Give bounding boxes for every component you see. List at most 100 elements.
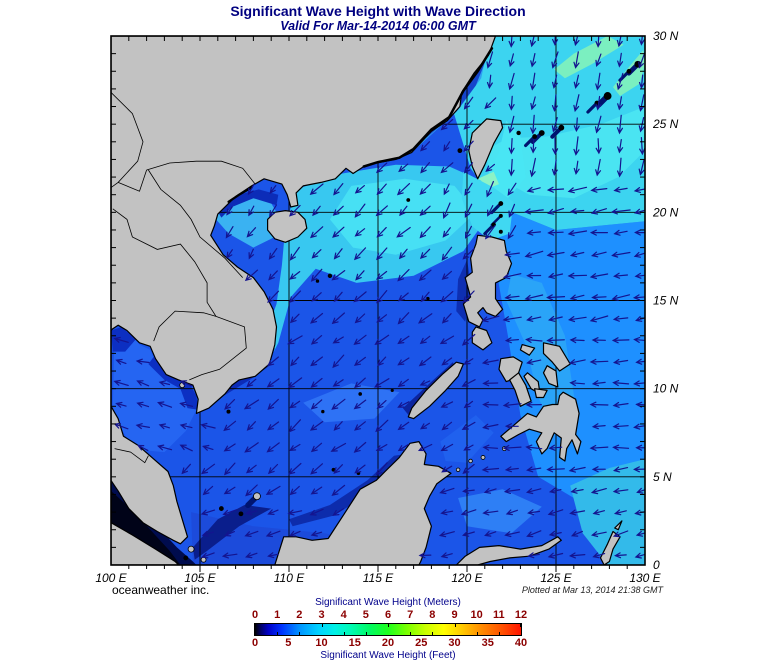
wave-arrow xyxy=(632,294,645,301)
wave-arrow xyxy=(224,399,236,410)
wave-arrow xyxy=(634,229,645,236)
wave-arrow xyxy=(419,380,431,386)
wave-arrow xyxy=(245,484,258,497)
wave-arrow xyxy=(443,141,451,152)
wave-arrow xyxy=(504,294,520,301)
wave-arrow xyxy=(551,159,558,177)
wave-arrow xyxy=(375,462,388,476)
wave-arrow xyxy=(135,423,150,430)
wave-arrow xyxy=(508,95,515,111)
wave-arrow xyxy=(244,269,259,282)
wave-arrow xyxy=(333,248,343,260)
lat-label-30: 30 N xyxy=(653,29,679,43)
wave-arrow xyxy=(595,158,602,177)
wave-arrow xyxy=(265,530,281,538)
wave-arrow xyxy=(312,205,321,217)
wave-arrow xyxy=(288,290,302,304)
wave-arrow xyxy=(481,315,500,323)
land-samar xyxy=(542,342,571,372)
wave-arrow xyxy=(417,443,433,452)
wave-arrow xyxy=(353,441,367,453)
wave-arrow xyxy=(573,74,580,89)
wave-arrow xyxy=(440,443,454,452)
wave-arrow xyxy=(463,140,474,153)
wave-arrow xyxy=(440,291,454,303)
wave-arrow xyxy=(635,444,645,451)
wave-arrow xyxy=(481,466,500,473)
wave-arrow xyxy=(591,380,606,387)
wave-arrow xyxy=(590,208,607,215)
wave-arrow xyxy=(223,486,236,495)
wave-arrow xyxy=(354,203,366,218)
wave-arrow xyxy=(290,356,300,367)
wave-arrow xyxy=(590,531,607,538)
wave-arrow xyxy=(245,552,258,559)
wave-arrow xyxy=(113,336,129,343)
wave-arrow xyxy=(547,272,564,279)
colorbar-tick xyxy=(432,632,434,635)
wave-arrow xyxy=(442,227,451,238)
wave-arrow xyxy=(420,162,430,174)
wave-arrow xyxy=(181,463,191,475)
wave-arrow xyxy=(158,380,171,387)
wave-arrow xyxy=(179,401,194,408)
wave-arrow xyxy=(613,509,627,516)
island-tokuno xyxy=(626,68,632,74)
island-riau-1 xyxy=(187,545,195,553)
feet-value: 15 xyxy=(348,637,361,649)
wave-arrow xyxy=(462,487,475,494)
wave-arrow xyxy=(441,421,453,431)
laos-thailand-border xyxy=(112,208,217,317)
wave-arrow xyxy=(547,208,564,215)
feet-value: 0 xyxy=(251,637,259,649)
meters-scale: 0 1 2 3 4 5 6 7 8 9 10 11 12 xyxy=(240,609,536,622)
wave-arrow xyxy=(288,530,301,537)
wave-arrow xyxy=(503,488,521,494)
wave-arrow xyxy=(310,486,323,495)
wave-arrow xyxy=(374,334,390,345)
wave-arrow xyxy=(440,401,454,408)
wave-arrow xyxy=(612,315,629,322)
colorbar-tick xyxy=(343,632,345,635)
wave-arrow xyxy=(419,248,431,260)
wave-arrow xyxy=(552,74,558,89)
thailand-cambodia-border xyxy=(153,310,217,342)
wave-arrow xyxy=(331,484,346,496)
wave-arrow xyxy=(612,423,629,430)
wave-arrow xyxy=(226,249,233,259)
wave-arrow xyxy=(568,359,586,366)
feet-value: 25 xyxy=(415,637,428,649)
wave-arrow xyxy=(136,401,150,408)
cambodia-vietnam-border xyxy=(189,316,247,381)
wave-arrow xyxy=(591,337,606,344)
lon-label-105e: 105 E xyxy=(184,571,216,585)
lon-label-115e: 115 E xyxy=(363,571,394,585)
wave-arrow xyxy=(267,356,279,367)
wave-arrow xyxy=(440,162,454,174)
feet-value: 20 xyxy=(381,637,395,649)
sea-region-nscs-bright-core xyxy=(329,178,476,255)
wave-arrow xyxy=(595,36,602,48)
wave-arrow xyxy=(377,356,387,367)
degree-ticks xyxy=(111,36,645,572)
wave-arrow xyxy=(310,377,323,388)
wave-arrow xyxy=(331,270,346,281)
wave-arrow xyxy=(633,336,645,343)
island-iriomote xyxy=(532,134,538,139)
wave-arrow xyxy=(287,335,303,345)
malaysia-thailand-border xyxy=(114,448,149,464)
wave-arrow xyxy=(418,552,432,559)
wave-arrow xyxy=(376,247,388,261)
lon-label-130e: 130 E xyxy=(629,571,661,585)
wave-arrow xyxy=(332,336,344,344)
wave-arrow xyxy=(482,444,499,451)
wave-arrow xyxy=(243,399,260,410)
wave-arrow xyxy=(310,356,323,367)
wave-arrow xyxy=(613,186,628,193)
wave-arrow xyxy=(508,203,516,218)
island-con-dao xyxy=(226,409,231,414)
land-sumatra xyxy=(111,522,180,565)
wave-arrow xyxy=(157,401,173,408)
wave-arrow xyxy=(616,114,623,135)
meters-value: 8 xyxy=(429,609,436,621)
